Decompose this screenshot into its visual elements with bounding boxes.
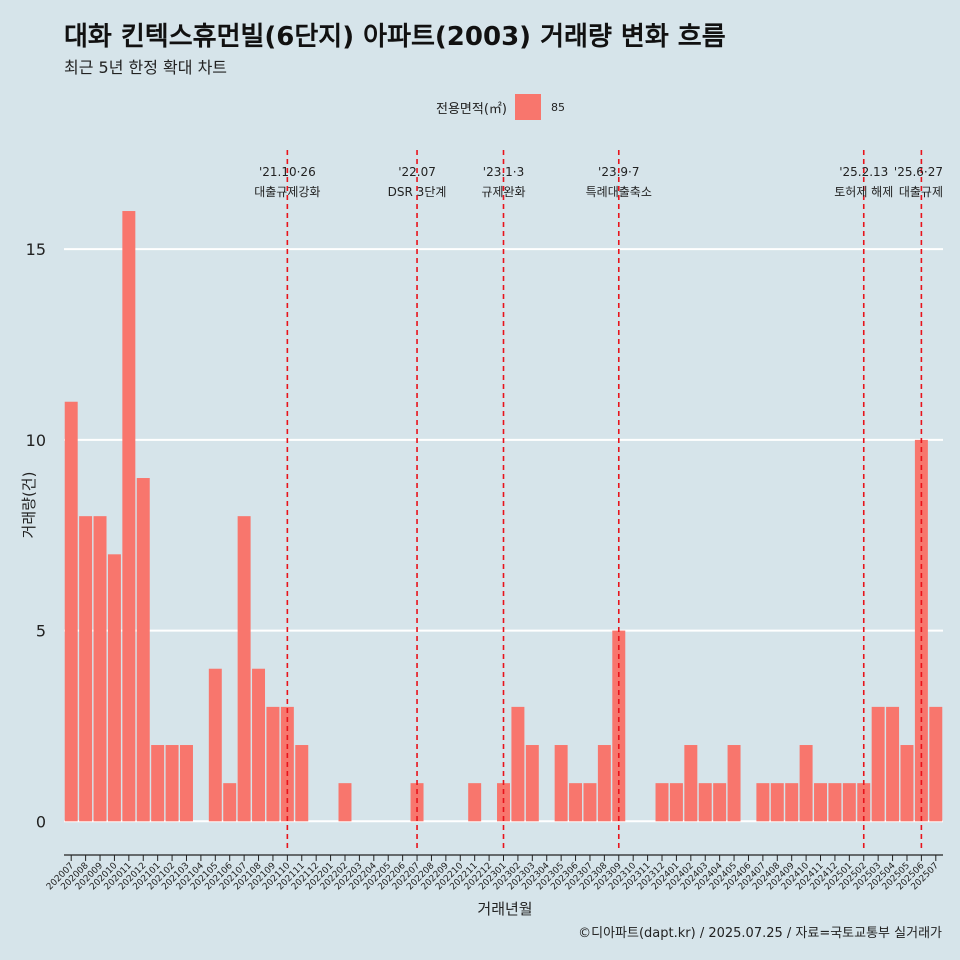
y-axis: 0 5 10 15	[26, 240, 46, 831]
event-label: 대출규제강화	[254, 185, 320, 199]
event-date: '25.2.13	[839, 165, 888, 179]
bar	[136, 478, 150, 822]
bar	[151, 745, 165, 822]
event-date: '22.07	[398, 165, 436, 179]
bar	[814, 783, 828, 822]
bars	[64, 211, 943, 822]
event-label: DSR 3단계	[388, 185, 447, 199]
bar	[468, 783, 482, 822]
bar	[266, 706, 280, 822]
bar	[208, 668, 222, 822]
source-caption: ©디아파트(dapt.kr) / 2025.07.25 / 자료=국토교통부 실…	[578, 926, 942, 941]
event-label: 토허제 해제	[834, 185, 893, 199]
y-tick-label: 0	[36, 812, 46, 831]
x-axis: 2020072020082020092020102020112020122021…	[45, 854, 943, 892]
bar	[165, 745, 179, 822]
y-axis-label: 거래량(건)	[20, 472, 38, 539]
event-label: 특례대출축소	[586, 185, 652, 199]
bar	[727, 745, 741, 822]
event-label: 규제완화	[481, 185, 525, 199]
bar	[900, 745, 914, 822]
bar	[511, 706, 525, 822]
bar	[79, 516, 93, 822]
event-date: '25.6·27	[894, 165, 943, 179]
bar	[871, 706, 885, 822]
bar	[756, 783, 770, 822]
legend-label: 85	[550, 100, 565, 114]
bar	[295, 745, 309, 822]
chart-subtitle: 최근 5년 한정 확대 차트	[64, 58, 228, 77]
bar	[828, 783, 842, 822]
x-axis-label: 거래년월	[477, 900, 532, 918]
bar	[64, 401, 78, 822]
event-date: '23.1·3	[483, 165, 524, 179]
bar	[525, 745, 539, 822]
bar	[554, 745, 568, 822]
bar	[583, 783, 597, 822]
y-tick-label: 15	[26, 240, 46, 259]
event-date: '23.9·7	[598, 165, 639, 179]
event-annotations: '21.10·26 대출규제강화 '22.07 DSR 3단계 '23.1·3 규제완화 '…	[254, 150, 943, 848]
bar	[223, 783, 237, 822]
bar	[929, 706, 943, 822]
bar	[684, 745, 698, 822]
bar	[886, 706, 900, 822]
legend: 전용면적(㎡) 85	[436, 94, 565, 120]
bar	[799, 745, 813, 822]
bar	[770, 783, 784, 822]
bar	[179, 745, 193, 822]
bar	[669, 783, 683, 822]
bar	[842, 783, 856, 822]
bar	[597, 745, 611, 822]
legend-swatch	[514, 94, 541, 120]
legend-title: 전용면적(㎡)	[436, 101, 507, 117]
bar	[122, 211, 136, 822]
y-tick-label: 10	[26, 431, 46, 450]
bar	[338, 783, 352, 822]
bar	[713, 783, 727, 822]
bar	[107, 554, 121, 822]
bar	[785, 783, 799, 822]
bar	[252, 668, 266, 822]
bar	[655, 783, 669, 822]
bar	[698, 783, 712, 822]
bar	[612, 630, 626, 822]
event-date: '21.10·26	[259, 165, 316, 179]
bar	[93, 516, 107, 822]
event-label: 대출규제	[899, 185, 943, 199]
y-tick-label: 5	[36, 622, 46, 641]
chart-title: 대화 킨텍스휴먼빌(6단지) 아파트(2003) 거래량 변화 흐름	[64, 22, 726, 52]
bar	[569, 783, 583, 822]
bar	[237, 516, 251, 822]
